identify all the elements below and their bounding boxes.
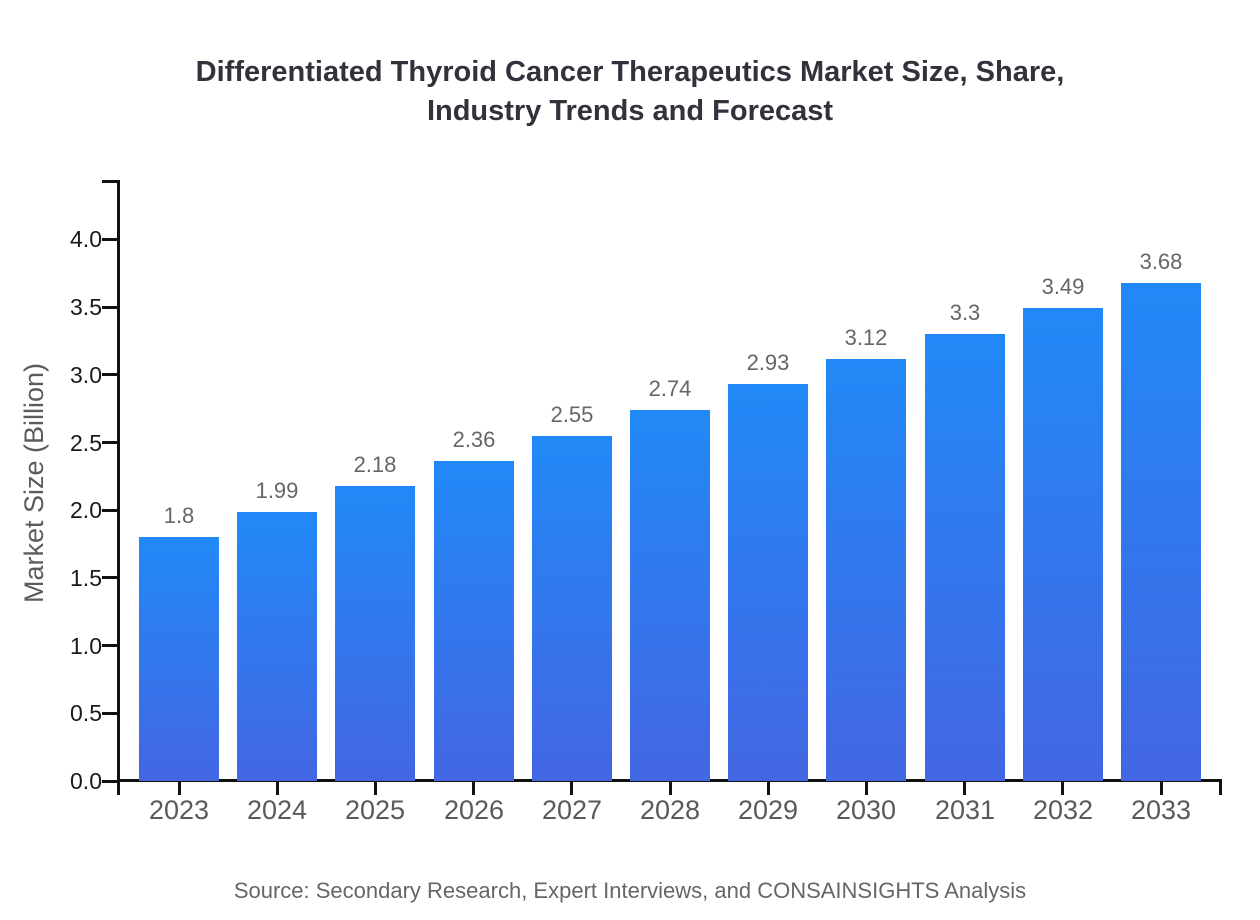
bar-value-label: 1.99 — [255, 478, 299, 503]
x-tick-label: 2024 — [246, 795, 308, 825]
y-tick-mark — [102, 509, 117, 512]
x-tick-mark — [178, 782, 181, 795]
bar — [1023, 308, 1103, 781]
y-tick-label: 3.5 — [70, 294, 102, 320]
bar — [335, 486, 415, 781]
x-tick-label: 2027 — [541, 795, 603, 825]
x-tick-label: 2030 — [835, 795, 897, 825]
x-axis-end-cap — [1219, 782, 1222, 795]
chart-title-line1: Differentiated Thyroid Cancer Therapeuti… — [195, 56, 1065, 88]
chart-title: Differentiated Thyroid Cancer Therapeuti… — [0, 53, 1260, 131]
x-tick-label: 2026 — [443, 795, 505, 825]
x-tick-label: 2031 — [934, 795, 996, 825]
x-tick-mark — [276, 782, 279, 795]
x-tick-mark — [669, 782, 672, 795]
x-tick-label: 2025 — [344, 795, 406, 825]
x-tick-label: 2028 — [639, 795, 701, 825]
y-tick-label: 4.0 — [70, 226, 102, 252]
bar — [237, 512, 317, 781]
y-axis-end-cap — [102, 180, 117, 183]
bar-value-label: 2.18 — [353, 452, 397, 477]
chart-title-line2: Industry Trends and Forecast — [426, 95, 834, 127]
y-tick-label: 2.5 — [70, 430, 102, 456]
bar — [630, 410, 710, 781]
x-tick-mark — [1160, 782, 1163, 795]
y-tick-label: 3.0 — [70, 362, 102, 388]
y-tick-mark — [102, 306, 117, 309]
source-caption: Source: Secondary Research, Expert Inter… — [233, 878, 1027, 903]
y-tick-mark — [102, 712, 117, 715]
y-tick-label: 1.5 — [70, 565, 102, 591]
y-axis-line — [117, 180, 120, 795]
y-tick-label: 1.0 — [70, 633, 102, 659]
y-tick-label: 0.0 — [70, 768, 102, 794]
bar — [532, 436, 612, 781]
x-tick-mark — [767, 782, 770, 795]
x-tick-mark — [1061, 782, 1064, 795]
bar-value-label: 2.55 — [550, 402, 594, 427]
bar-value-label: 3.12 — [844, 325, 888, 350]
y-tick-mark — [102, 780, 117, 783]
bar — [728, 384, 808, 781]
bar-value-label: 1.8 — [163, 503, 195, 528]
x-tick-mark — [472, 782, 475, 795]
bar — [1121, 283, 1201, 781]
bar-value-label: 3.68 — [1139, 249, 1183, 274]
x-tick-mark — [570, 782, 573, 795]
bar-value-label: 2.93 — [746, 350, 790, 375]
x-tick-label: 2023 — [148, 795, 210, 825]
bar-value-label: 2.74 — [648, 376, 692, 401]
x-tick-label: 2029 — [737, 795, 799, 825]
bar — [434, 461, 514, 781]
y-tick-mark — [102, 644, 117, 647]
bar — [139, 537, 219, 781]
bar — [826, 359, 906, 781]
y-tick-mark — [102, 373, 117, 376]
bar — [925, 334, 1005, 781]
x-tick-mark — [374, 782, 377, 795]
y-tick-label: 2.0 — [70, 497, 102, 523]
x-tick-mark — [865, 782, 868, 795]
y-tick-label: 0.5 — [70, 700, 102, 726]
bar-value-label: 3.3 — [949, 300, 981, 325]
bar-value-label: 3.49 — [1041, 274, 1085, 299]
y-tick-mark — [102, 441, 117, 444]
y-tick-mark — [102, 576, 117, 579]
x-tick-mark — [963, 782, 966, 795]
x-tick-label: 2033 — [1130, 795, 1192, 825]
y-tick-mark — [102, 238, 117, 241]
bar-value-label: 2.36 — [452, 427, 496, 452]
x-tick-label: 2032 — [1032, 795, 1094, 825]
